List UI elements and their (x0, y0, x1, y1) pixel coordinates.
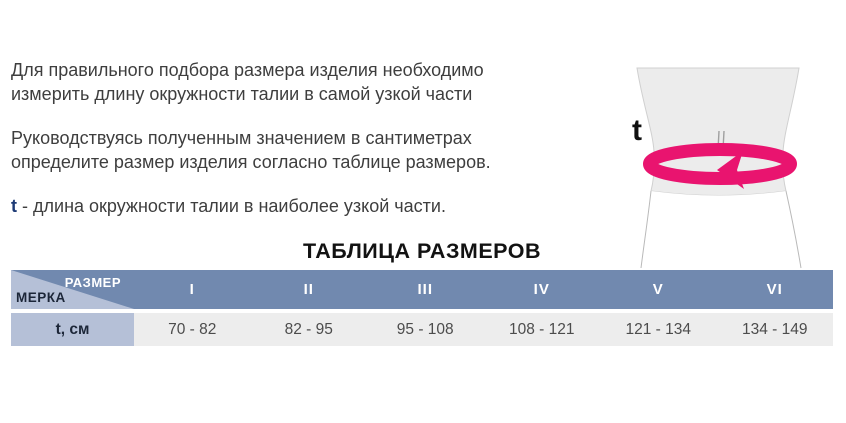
column-header-6: VI (766, 281, 783, 298)
corner-cell: РАЗМЕР МЕРКА (11, 270, 134, 309)
row-label-t-cm: t, см (11, 313, 134, 346)
column-header-1: I (189, 281, 195, 298)
size-table-data-row: t, см 70 - 82 82 - 95 95 - 108 108 - 121… (11, 313, 833, 346)
column-header-2: II (303, 281, 314, 298)
waist-measurement-illustration: t (620, 0, 846, 270)
size-value-3: 95 - 108 (367, 313, 484, 346)
corner-label-measure: МЕРКА (16, 290, 66, 305)
legend-term: t (11, 196, 17, 216)
table-usage-paragraph: Руководствуясь полученным значением в са… (11, 126, 601, 174)
measure-instruction-line2: измерить длину окружности талии в самой … (11, 84, 473, 104)
size-table-title: ТАБЛИЦА РАЗМЕРОВ (303, 239, 541, 263)
table-usage-line2: определите размер изделия согласно табли… (11, 152, 491, 172)
size-value-4: 108 - 121 (483, 313, 600, 346)
intro-text: Для правильного подбора размера изделия … (11, 58, 601, 238)
torso-shape (636, 67, 800, 196)
corner-label-size: РАЗМЕР (64, 275, 121, 290)
size-table-header-row: РАЗМЕР МЕРКА I II III IV V VI (11, 270, 833, 309)
illustration-t-label: t (632, 114, 642, 147)
column-header-5: V (652, 281, 664, 298)
legend-description: - длина окружности талии в наиболее узко… (22, 196, 446, 216)
size-value-5: 121 - 134 (600, 313, 717, 346)
measure-instruction-paragraph: Для правильного подбора размера изделия … (11, 58, 601, 106)
size-value-6: 134 - 149 (716, 313, 833, 346)
column-header-3: III (417, 281, 433, 298)
torso-illustration-svg: t (632, 67, 802, 269)
hip-outline-right (785, 190, 802, 269)
hip-outline-left (640, 190, 652, 269)
legend-line: t - длина окружности талии в наиболее уз… (11, 194, 601, 218)
size-value-1: 70 - 82 (134, 313, 251, 346)
table-usage-line1: Руководствуясь полученным значением в са… (11, 128, 472, 148)
measuring-band (643, 143, 797, 185)
size-table: РАЗМЕР МЕРКА I II III IV V VI t, см 70 -… (11, 270, 833, 346)
band-arrow-icon (717, 151, 744, 189)
measure-instruction-line1: Для правильного подбора размера изделия … (11, 60, 484, 80)
size-value-2: 82 - 95 (250, 313, 367, 346)
hips-shape (641, 191, 801, 268)
column-header-4: IV (533, 281, 550, 298)
